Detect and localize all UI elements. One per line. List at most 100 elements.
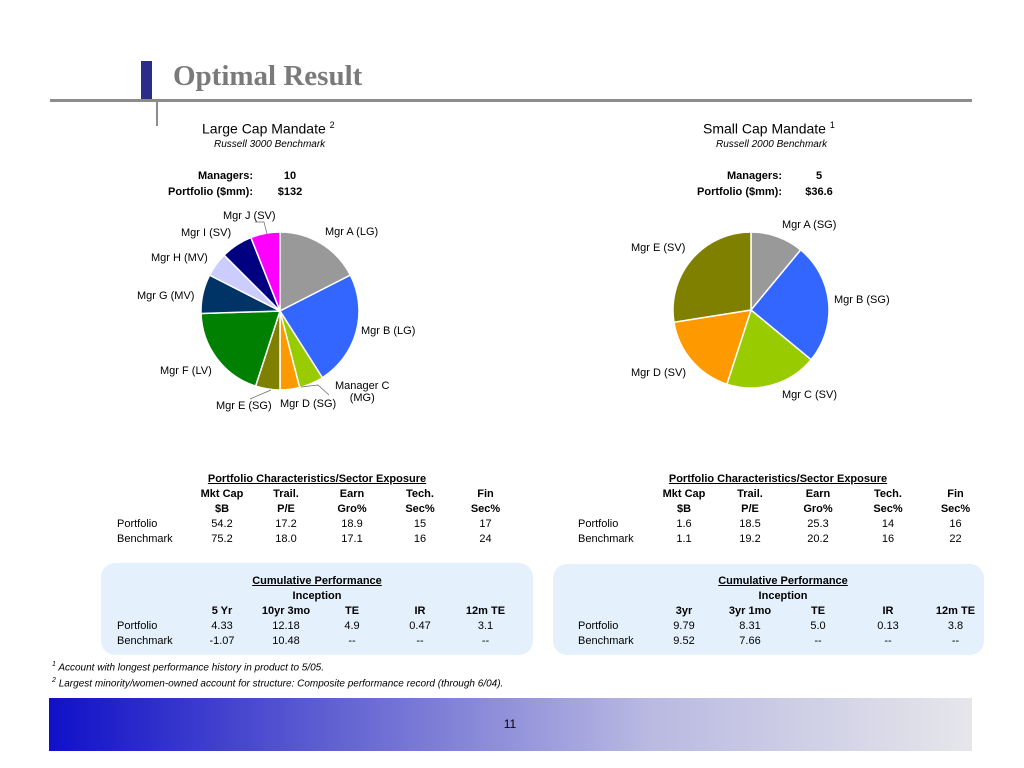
header-spacer — [578, 486, 651, 501]
pie-label-manager-c-line1: Manager C — [335, 380, 390, 392]
table-header-row: Cumulative Performance — [578, 573, 988, 588]
large-benchmark: Russell 3000 Benchmark — [214, 139, 326, 150]
leader-mgr-e — [249, 389, 272, 400]
table-cell: 3.1 — [477, 619, 494, 632]
row-label: Portfolio — [578, 517, 619, 530]
pie-label-mgr-h: Mgr H (MV) — [151, 252, 208, 264]
header-cell: 12m TE — [935, 604, 976, 617]
large-chars-title: Portfolio Characteristics/Sector Exposur… — [207, 473, 427, 485]
pie-label-small-mgr-a: Mgr A (SG) — [782, 219, 837, 231]
table-row: Benchmark -1.07 10.48 -- -- -- — [117, 633, 517, 648]
table-cell: -- — [481, 634, 490, 647]
pie-label-small-mgr-b: Mgr B (SG) — [834, 294, 890, 306]
table-header-row: Cumulative Performance — [117, 573, 517, 588]
large-managers-label: Managers: — [197, 170, 253, 182]
table-row: Benchmark 75.2 18.0 17.1 16 24 — [117, 531, 517, 546]
header-cell: Trail. — [737, 487, 763, 500]
small-mandate-footnote-ref: 1 — [829, 120, 835, 130]
pie-label-mgr-g: Mgr G (MV) — [137, 290, 195, 302]
header-cell: TE — [810, 604, 826, 617]
small-performance-box — [553, 564, 984, 655]
header-cell: 3yr 1mo — [728, 604, 772, 617]
small-chars-table: Mkt Cap Trail. Earn Tech. Fin $B P/E Gro… — [578, 486, 988, 546]
small-mandate-title: Small Cap Mandate 1 — [703, 120, 835, 137]
header-cell: Earn — [339, 487, 365, 500]
table-cell: -1.07 — [209, 634, 235, 647]
table-cell: 24 — [479, 532, 492, 545]
footnote-1-text: Account with longest performance history… — [58, 662, 325, 674]
large-mandate-label: Large Cap Mandate — [202, 120, 326, 137]
title-accent-bar — [141, 61, 152, 99]
pie-label-manager-c: Manager C (MG) — [335, 380, 389, 404]
table-row: Portfolio 54.2 17.2 18.9 15 17 — [117, 516, 517, 531]
pie-label-manager-c-line2: (MG) — [349, 392, 375, 404]
header-cell: Sec% — [940, 502, 971, 515]
small-pie-slice-mgr-e-sv — [672, 231, 752, 324]
small-pie-slice-mgr-b-sg — [749, 248, 830, 361]
pie-label-small-mgr-e: Mgr E (SV) — [631, 242, 686, 254]
table-cell: 3.8 — [947, 619, 964, 632]
table-row: Portfolio 4.33 12.18 4.9 0.47 3.1 — [117, 618, 517, 633]
table-cell: 22 — [949, 532, 962, 545]
small-pie-slice-mgr-d-sv — [673, 309, 753, 386]
header-cell: Earn — [805, 487, 831, 500]
row-label: Benchmark — [117, 532, 173, 545]
header-cell: 5 Yr — [211, 604, 233, 617]
leader-manager-c — [300, 384, 330, 396]
large-portfolio-label: Portfolio ($mm): — [168, 186, 253, 198]
table-cell: 16 — [413, 532, 427, 545]
table-cell: 18.9 — [341, 517, 363, 530]
table-header-row: Mkt Cap Trail. Earn Tech. Fin — [578, 486, 988, 501]
table-cell: 17 — [479, 517, 492, 530]
small-pie-slice-mgr-c-sv — [725, 308, 813, 389]
large-perf-title: Cumulative Performance — [252, 574, 382, 587]
large-pie-slice-mgr-a-lg — [279, 231, 352, 313]
table-cell: 17.1 — [341, 532, 363, 545]
table-cell: 20.2 — [807, 532, 829, 545]
large-info-labels: Managers: Portfolio ($mm): — [165, 168, 253, 200]
table-cell: -- — [884, 634, 892, 647]
table-cell: 14 — [881, 517, 895, 530]
header-cell: 3yr — [675, 604, 693, 617]
table-header-row: Mkt Cap Trail. Earn Tech. Fin — [117, 486, 517, 501]
table-cell: 18.0 — [275, 532, 297, 545]
small-chars-title: Portfolio Characteristics/Sector Exposur… — [668, 473, 888, 485]
small-cap-pie — [672, 231, 830, 389]
header-cell: Gro% — [803, 502, 833, 515]
small-portfolio-label: Portfolio ($mm): — [697, 186, 782, 198]
table-cell: 18.5 — [739, 517, 761, 530]
header-cell: IR — [414, 604, 426, 617]
small-mandate-label: Small Cap Mandate — [703, 120, 826, 137]
pie-label-mgr-a: Mgr A (LG) — [325, 226, 379, 238]
large-cap-pie — [200, 231, 360, 391]
pie-label-mgr-e: Mgr E (SG) — [216, 400, 272, 412]
pie-charts-svg — [200, 221, 830, 400]
small-managers-value: 5 — [815, 170, 823, 182]
table-cell: 17.2 — [275, 517, 297, 530]
title-divider-tick — [156, 99, 158, 126]
table-cell: 19.2 — [739, 532, 761, 545]
header-cell: Gro% — [337, 502, 367, 515]
footnote-1: 1 Account with longest performance histo… — [52, 661, 324, 673]
pie-label-mgr-j: Mgr J (SV) — [223, 210, 276, 222]
table-cell: 16 — [949, 517, 962, 530]
table-cell: 1.1 — [676, 532, 692, 545]
table-cell: -- — [416, 634, 424, 647]
table-row: Portfolio 1.6 18.5 25.3 14 16 — [578, 516, 988, 531]
table-cell: 54.2 — [211, 517, 233, 530]
row-label: Portfolio — [117, 517, 158, 530]
small-benchmark: Russell 2000 Benchmark — [716, 139, 828, 150]
header-spacer — [117, 501, 190, 516]
table-cell: 0.47 — [409, 619, 431, 632]
table-cell: 15 — [413, 517, 427, 530]
table-cell: 25.3 — [807, 517, 829, 530]
large-pie-slice-mgr-j-sv — [249, 231, 281, 312]
small-info-labels: Managers: Portfolio ($mm): — [690, 168, 782, 200]
page-number: 11 — [503, 717, 517, 731]
footnote-2: 2 Largest minority/women-owned account f… — [52, 677, 503, 689]
table-cell: 9.79 — [673, 619, 695, 632]
table-cell: 10.48 — [272, 634, 300, 647]
table-cell: 16 — [881, 532, 895, 545]
table-cell: 4.33 — [211, 619, 233, 632]
header-cell: Tech. — [874, 487, 902, 500]
